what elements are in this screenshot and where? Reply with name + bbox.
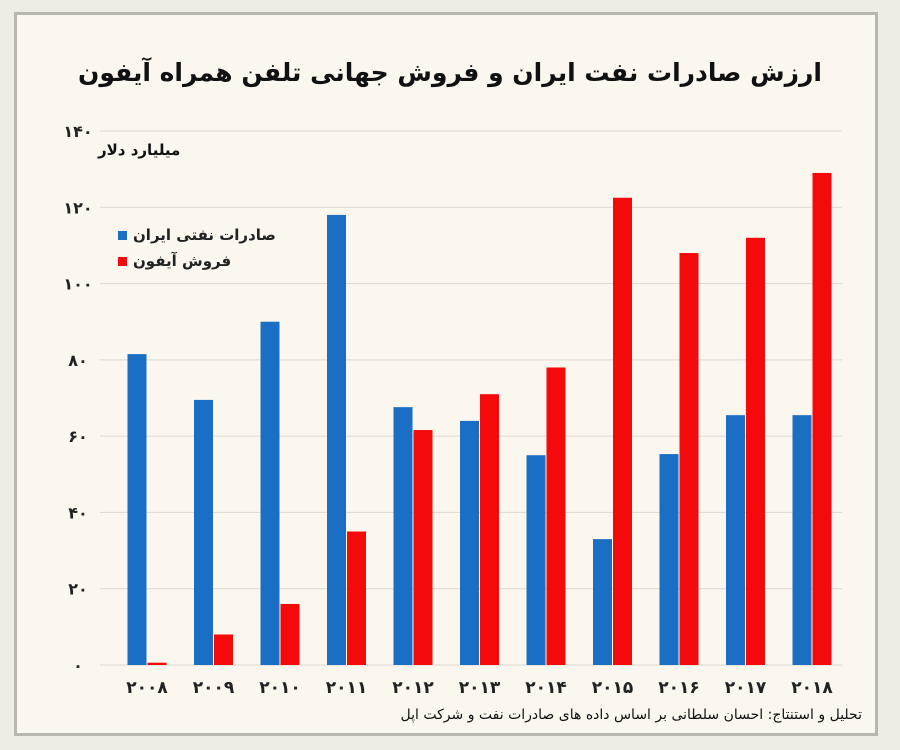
legend-label-iphone: فروش آیفون xyxy=(133,252,232,270)
bar-iphone xyxy=(147,662,167,665)
bar-iphone xyxy=(280,603,300,665)
bar-iphone xyxy=(546,367,566,665)
y-axis-unit-label: میلیارد دلار xyxy=(98,141,181,159)
legend-swatch-iphone xyxy=(118,256,127,266)
y-tick-label: ۱۰۰ xyxy=(63,275,92,294)
x-tick-label: ۲۰۱۸ xyxy=(791,678,833,698)
legend: صادرات نفتی ایران فروش آیفون xyxy=(118,222,276,274)
y-tick-label: ۰ xyxy=(73,656,83,675)
x-tick-label: ۲۰۱۴ xyxy=(525,678,567,698)
legend-item-oil: صادرات نفتی ایران xyxy=(118,222,276,248)
x-tick-label: ۲۰۱۰ xyxy=(259,678,301,698)
chart-title: ارزش صادرات نفت ایران و فروش جهانی تلفن … xyxy=(77,58,822,87)
x-tick-label: ۲۰۰۹ xyxy=(193,678,235,698)
x-tick-label: ۲۰۱۱ xyxy=(326,678,368,698)
x-tick-label: ۲۰۱۳ xyxy=(459,678,501,698)
bar-oil xyxy=(194,399,213,665)
y-tick-label: ۸۰ xyxy=(68,351,88,370)
bar-oil xyxy=(526,455,546,665)
bar-oil xyxy=(393,407,413,665)
y-tick-label: ۴۰ xyxy=(68,503,88,522)
bar-iphone xyxy=(214,634,233,665)
bar-oil xyxy=(792,415,812,665)
y-tick-label: ۲۰ xyxy=(68,580,88,599)
legend-item-iphone: فروش آیفون xyxy=(118,248,276,274)
x-tick-label: ۲۰۱۲ xyxy=(392,678,434,698)
legend-swatch-oil xyxy=(118,230,127,240)
bar-iphone xyxy=(812,172,832,665)
bar-oil xyxy=(127,354,147,665)
bar-oil xyxy=(659,454,679,665)
legend-label-oil: صادرات نفتی ایران xyxy=(133,226,276,244)
bar-iphone xyxy=(613,197,632,665)
x-tick-label: ۲۰۰۸ xyxy=(126,678,168,698)
bar-oil xyxy=(593,539,612,665)
bar-iphone xyxy=(480,394,499,665)
bar-oil xyxy=(327,214,346,665)
bar-oil xyxy=(726,415,745,665)
bar-oil xyxy=(460,420,479,665)
bar-iphone xyxy=(679,253,699,666)
x-tick-label: ۲۰۱۵ xyxy=(592,678,634,698)
source-note: تحلیل و استنتاج: احسان سلطانی بر اساس دا… xyxy=(400,707,862,723)
y-tick-label: ۱۲۰ xyxy=(63,198,92,217)
y-tick-label: ۶۰ xyxy=(68,427,88,446)
bar-oil xyxy=(260,321,280,665)
bar-iphone xyxy=(413,430,433,665)
x-tick-label: ۲۰۱۶ xyxy=(658,678,700,698)
y-tick-label: ۱۴۰ xyxy=(63,122,92,141)
x-tick-label: ۲۰۱۷ xyxy=(725,678,767,698)
bar-iphone xyxy=(347,531,366,665)
bar-iphone xyxy=(746,237,765,666)
